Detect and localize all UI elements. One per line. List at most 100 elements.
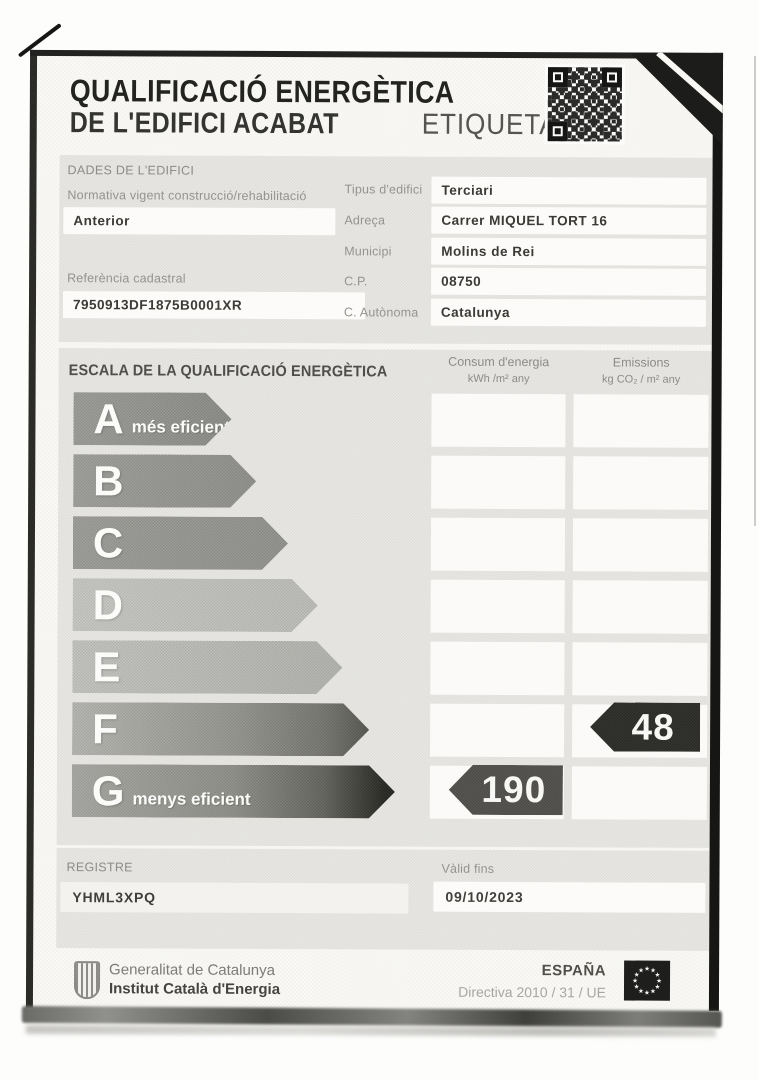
field-value-box: Catalunya	[430, 298, 707, 327]
consum-cell	[430, 641, 565, 696]
normativa-value-box: Anterior	[63, 207, 336, 236]
consum-cell	[430, 517, 566, 572]
scale-bar-f: F	[72, 702, 369, 756]
svg-text:★: ★	[634, 971, 640, 979]
svg-text:★: ★	[656, 977, 662, 985]
emissions-header-units: kg CO₂ / m² any	[602, 372, 681, 386]
field-label: Municipi	[344, 244, 392, 259]
scan-smudge	[25, 1024, 716, 1037]
consum-cell	[431, 393, 566, 448]
emissions-cell	[573, 456, 709, 510]
emissions-cell	[571, 766, 707, 820]
svg-text:★: ★	[650, 987, 656, 995]
registre-label: REGISTRE	[66, 860, 133, 875]
field-value: Terciari	[441, 182, 494, 198]
title-line-1: QUALIFICACIÓ ENERGÈTICA	[69, 73, 455, 110]
field-value-box: Molins de Rei	[431, 237, 707, 266]
field-label: Adreça	[344, 213, 386, 228]
cadastral-value-box: 7950913DF1875B0001XR	[62, 291, 366, 320]
registre-value: YHML3XPQ	[72, 889, 156, 906]
bar-letter: E	[92, 643, 121, 691]
bar-letter: D	[92, 581, 124, 629]
valid-until-box: 09/10/2023	[433, 881, 706, 913]
gencat-line-1: Generalitat de Catalunya	[109, 961, 276, 980]
field-value: Molins de Rei	[441, 243, 535, 260]
field-value-box: 08750	[431, 267, 707, 296]
emissions-rating-value: 48	[631, 706, 675, 748]
registry-section: REGISTRE YHML3XPQ Vàlid fins 09/10/2023	[56, 848, 710, 951]
country-label: ESPAÑA	[541, 962, 607, 980]
etiqueta-heading: ETIQUETA	[421, 108, 558, 142]
consum-header-title: Consum d'energia	[448, 354, 550, 370]
qr-finder-icon	[547, 67, 569, 88]
bar-tag: menys eficient	[132, 788, 251, 809]
scale-bar-d: D	[73, 578, 318, 632]
title-line-2: DE L'EDIFICI ACABAT	[69, 107, 339, 141]
svg-text:★: ★	[634, 983, 640, 991]
espana-block: ESPAÑA Directiva 2010 / 31 / UE	[458, 960, 606, 1003]
bar-letter: C	[92, 519, 124, 567]
consum-cell	[431, 455, 566, 510]
emissions-header-title: Emissions	[612, 355, 670, 370]
normativa-label: Normativa vigent construcció/rehabilitac…	[67, 188, 307, 204]
svg-text:★: ★	[638, 966, 644, 974]
svg-text:★: ★	[638, 987, 644, 995]
scale-title: ESCALA DE LA QUALIFICACIÓ ENERGÈTICA	[68, 362, 388, 381]
eu-flag-icon: ★ ★ ★ ★ ★ ★ ★ ★ ★ ★ ★ ★	[623, 960, 671, 1001]
valid-until-value: 09/10/2023	[445, 888, 524, 906]
emissions-cell	[573, 394, 709, 448]
svg-text:★: ★	[650, 966, 656, 974]
cadastral-value: 7950913DF1875B0001XR	[72, 297, 243, 313]
gencat-text: Generalitat de Catalunya Institut Català…	[109, 962, 280, 1000]
bar-letter: G	[91, 767, 125, 815]
gencat-shield-icon	[73, 961, 101, 1000]
scan-edge-line	[754, 56, 756, 526]
cadastral-label: Referència cadastral	[67, 271, 186, 286]
page-title: QUALIFICACIÓ ENERGÈTICA DE L'EDIFICI ACA…	[69, 73, 455, 142]
consum-rating-value: 190	[481, 768, 547, 811]
scale-bar-g: G menys eficient	[72, 764, 395, 818]
emissions-cell	[572, 518, 709, 572]
normativa-value: Anterior	[73, 213, 130, 229]
emissions-column-header: Emissions kg CO₂ / m² any	[574, 354, 709, 387]
field-value: Catalunya	[440, 304, 511, 321]
field-value-box: Carrer MIQUEL TORT 16	[431, 206, 707, 235]
energy-certificate-label: QUALIFICACIÓ ENERGÈTICA DE L'EDIFICI ACA…	[21, 49, 735, 1048]
registre-value-box: YHML3XPQ	[60, 882, 409, 914]
consum-header-units: kWh /m² any	[467, 372, 530, 385]
scale-bar-a: A més eficient	[73, 392, 231, 446]
qr-finder-icon	[601, 67, 623, 88]
directive-label: Directiva 2010 / 31 / UE	[458, 983, 607, 1001]
consum-column-header: Consum d'energia kWh /m² any	[432, 354, 566, 387]
emissions-cell	[572, 580, 708, 634]
consum-cell	[430, 703, 565, 758]
svg-text:★: ★	[655, 971, 661, 979]
valid-until-label: Vàlid fins	[441, 861, 495, 876]
qr-finder-icon	[547, 121, 568, 142]
section-title: DADES DE L'EDIFICI	[67, 163, 195, 178]
bar-letter: B	[93, 457, 124, 505]
emissions-cell	[572, 642, 708, 696]
field-label: Tipus d'edifici	[344, 182, 423, 197]
consum-cell	[430, 579, 565, 634]
svg-text:★: ★	[644, 965, 650, 973]
field-value: 08750	[441, 273, 482, 289]
scale-bar-b: B	[73, 454, 256, 508]
energy-scale-section: ESCALA DE LA QUALIFICACIÓ ENERGÈTICA Con…	[56, 348, 712, 848]
building-data-section: DADES DE L'EDIFICI Normativa vigent cons…	[58, 155, 713, 345]
bar-letter: F	[92, 705, 118, 753]
eu-stars: ★ ★★ ★★★ ★★★ ★★★	[632, 965, 662, 997]
svg-text:★: ★	[644, 989, 650, 997]
gencat-line-2: Institut Català d'Energia	[108, 980, 281, 999]
bar-letter: A	[93, 395, 124, 443]
gencat-logo-block: Generalitat de Catalunya Institut Català…	[73, 961, 280, 1000]
field-label: C. Autònoma	[343, 305, 419, 320]
bar-tag: més eficient	[131, 416, 231, 437]
scale-bar-c: C	[73, 516, 288, 570]
qr-code	[544, 64, 626, 145]
field-label: C.P.	[344, 274, 368, 289]
scale-bar-e: E	[72, 640, 342, 694]
field-value: Carrer MIQUEL TORT 16	[441, 212, 608, 229]
svg-text:★: ★	[654, 983, 660, 991]
svg-text:★: ★	[632, 977, 638, 985]
